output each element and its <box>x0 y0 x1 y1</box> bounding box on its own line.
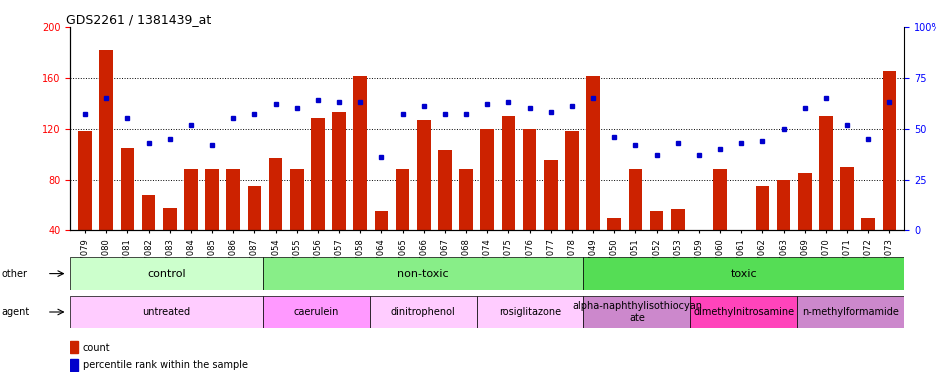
Bar <box>183 169 197 281</box>
Bar <box>417 120 431 281</box>
Bar <box>289 169 303 281</box>
Text: alpha-naphthylisothiocyan
ate: alpha-naphthylisothiocyan ate <box>571 301 701 323</box>
Bar <box>818 116 832 281</box>
Text: n-methylformamide: n-methylformamide <box>801 307 899 317</box>
Text: non-toxic: non-toxic <box>397 268 448 279</box>
Bar <box>311 118 325 281</box>
Bar <box>797 296 903 328</box>
Bar <box>522 129 536 281</box>
Bar <box>437 150 451 281</box>
Bar <box>840 167 853 281</box>
Bar <box>78 131 92 281</box>
Bar <box>70 296 262 328</box>
Text: dimethylnitrosamine: dimethylnitrosamine <box>693 307 794 317</box>
Bar <box>459 169 473 281</box>
Bar <box>247 186 261 281</box>
Bar <box>670 209 684 281</box>
Bar <box>649 211 663 281</box>
Bar <box>262 296 369 328</box>
Bar <box>227 169 240 281</box>
Bar <box>262 257 583 290</box>
Text: agent: agent <box>2 307 30 317</box>
Bar <box>141 195 155 281</box>
Bar <box>754 186 768 281</box>
Bar <box>269 158 282 281</box>
Bar <box>476 296 583 328</box>
Bar <box>163 207 177 281</box>
Bar <box>121 148 134 281</box>
Bar <box>395 169 409 281</box>
Text: control: control <box>147 268 185 279</box>
Bar <box>583 257 903 290</box>
Bar <box>332 112 345 281</box>
Bar <box>776 180 790 281</box>
Text: caerulein: caerulein <box>293 307 339 317</box>
Bar <box>583 296 690 328</box>
Bar <box>205 169 219 281</box>
Bar <box>690 296 797 328</box>
Text: other: other <box>2 268 28 279</box>
Text: percentile rank within the sample: percentile rank within the sample <box>82 360 247 370</box>
Bar <box>480 129 493 281</box>
Bar <box>586 76 599 281</box>
Bar <box>564 131 578 281</box>
Bar <box>99 50 113 281</box>
Bar <box>501 116 515 281</box>
Bar <box>374 211 388 281</box>
Bar <box>353 76 367 281</box>
Bar <box>882 71 896 281</box>
Bar <box>692 246 705 281</box>
Text: GDS2261 / 1381439_at: GDS2261 / 1381439_at <box>66 13 212 26</box>
Bar <box>70 341 79 353</box>
Bar <box>734 243 747 281</box>
Bar <box>70 257 262 290</box>
Text: rosiglitazone: rosiglitazone <box>498 307 561 317</box>
Text: count: count <box>82 343 110 353</box>
Bar <box>628 169 641 281</box>
Bar <box>607 218 621 281</box>
Bar <box>797 173 811 281</box>
Bar <box>712 169 726 281</box>
Bar <box>543 161 557 281</box>
Bar <box>860 218 874 281</box>
Text: untreated: untreated <box>142 307 190 317</box>
Bar <box>369 296 476 328</box>
Text: dinitrophenol: dinitrophenol <box>390 307 455 317</box>
Bar <box>70 359 79 371</box>
Text: toxic: toxic <box>730 268 756 279</box>
